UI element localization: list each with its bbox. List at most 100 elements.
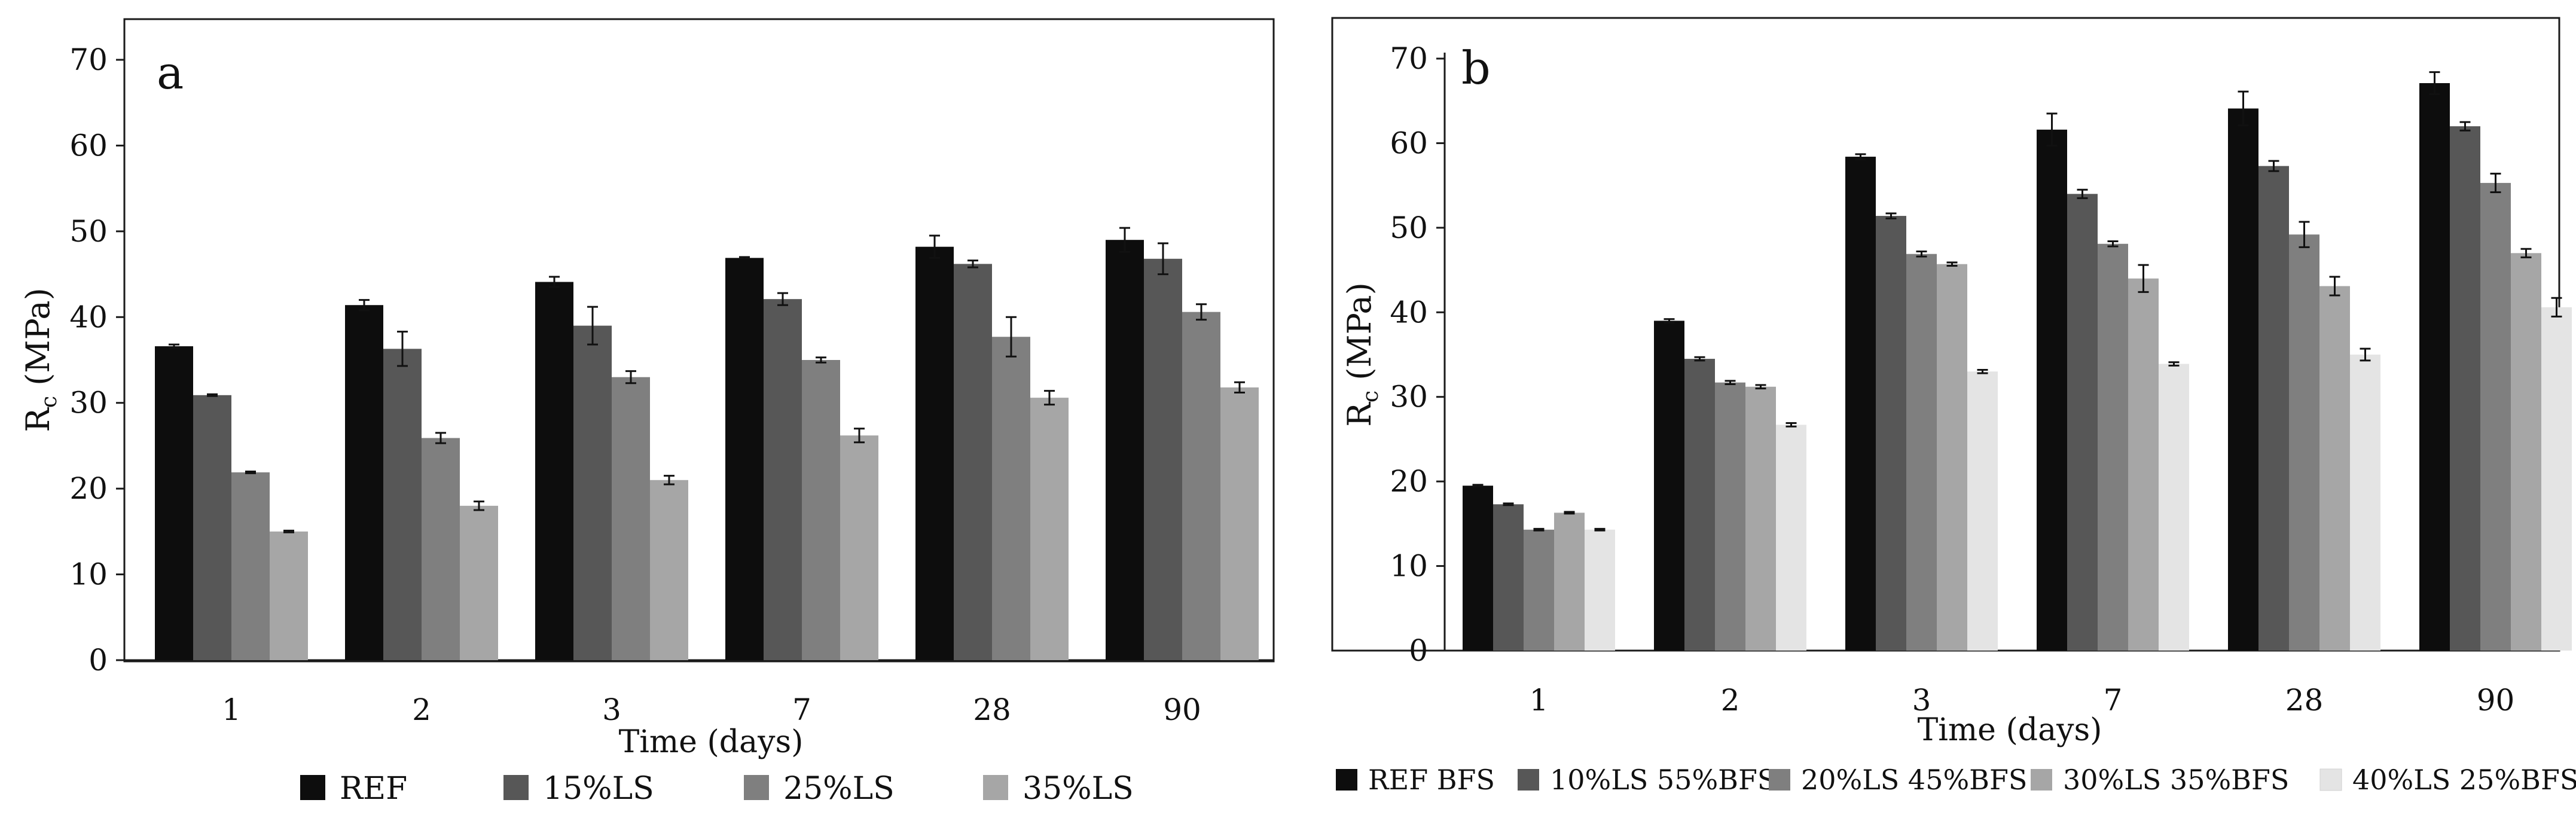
panel-a-bar	[573, 325, 612, 660]
panel-a-y-axis-label: Rc (MPa)	[19, 288, 62, 432]
panel-a-bar	[345, 305, 383, 661]
panel-b-bar	[1715, 382, 1745, 651]
panel-b-bar	[1937, 264, 1967, 651]
panel-a-x-tick-label: 3	[602, 692, 621, 727]
panel-a-y-tick-label: 40	[69, 300, 108, 334]
panel-a-legend-item: 35%LS	[983, 771, 1134, 807]
panel-a-y-tick-label: 60	[69, 128, 108, 163]
panel-b-bar	[1554, 512, 1585, 651]
panel-a-legend-swatch	[744, 775, 769, 800]
panel-b-y-axis-label: Rc (MPa)	[1341, 282, 1383, 427]
panel-a-bar	[1220, 387, 1259, 660]
panel-a-legend-label: 25%LS	[783, 771, 895, 807]
panel-b-bar	[1463, 486, 1493, 651]
panel-a-y-tick-label: 50	[69, 214, 108, 249]
panel-a-bar	[460, 505, 498, 660]
panel-a-bar	[155, 346, 193, 660]
panel-a-y-tick-label: 0	[88, 643, 108, 677]
panel-b-y-tick-label: 10	[1390, 549, 1428, 584]
panel-b-bar	[1493, 504, 1524, 651]
panel-a-bar	[1030, 398, 1069, 660]
panel-b-bar	[2228, 108, 2258, 651]
panel-b-legend-swatch	[1518, 769, 1539, 791]
panel-a-bar	[992, 337, 1030, 660]
panel-a-x-axis-label: Time (days)	[619, 724, 804, 760]
panel-b-y-tick-label: 30	[1390, 380, 1428, 414]
panel-a-legend-label: 35%LS	[1023, 771, 1134, 807]
panel-b-bar	[2319, 286, 2350, 651]
panel-a-bar	[915, 246, 954, 660]
panel-a-bar	[1182, 312, 1220, 660]
panel-b-x-tick-label: 1	[1530, 683, 1549, 718]
panel-a-bar	[612, 377, 650, 660]
panel-a-bar	[802, 360, 840, 660]
panel-b-legend-item: 40%LS 25%BFS	[2319, 764, 2576, 796]
panel-b-y-tick-label: 70	[1390, 41, 1428, 76]
panel-b-bar	[1684, 359, 1715, 651]
panel-b-legend-item: 10%LS 55%BFS	[1518, 764, 1776, 796]
panel-a-legend: REF 15%LS 25%LS 35%LS	[300, 771, 1134, 807]
panel-a-bar	[1106, 240, 1144, 660]
panel-b-legend-swatch	[1336, 769, 1357, 791]
panel-b-legend-label: 10%LS 55%BFS	[1550, 764, 1776, 796]
panel-b-bar	[2350, 355, 2380, 651]
panel-a-x-tick-label: 7	[792, 692, 811, 727]
panel-b-x-tick-label: 90	[2477, 683, 2515, 718]
panel-b-legend-label: 30%LS 35%BFS	[2063, 764, 2289, 796]
panel-b-legend-label: 40%LS 25%BFS	[2352, 764, 2576, 796]
panel-b-bar	[2098, 243, 2128, 651]
panel-a-bar	[193, 395, 231, 660]
panel-b-bar	[1776, 425, 1806, 651]
panel-b-bar	[1845, 157, 1876, 651]
panel-b-bar	[2541, 307, 2572, 651]
panel-b-legend-item: 20%LS 45%BFS	[1769, 764, 2027, 796]
panel-a-legend-item: REF	[300, 771, 407, 807]
panel-b-legend-item: REF BFS	[1336, 764, 1495, 796]
panel-a-bar	[840, 435, 878, 660]
panel-b-x-tick-label: 28	[2285, 683, 2324, 718]
panel-b-legend: REF BFS 10%LS 55%BFS 20%LS 45%BFS 30%LS 35%…	[1336, 764, 2576, 796]
panel-b-legend-swatch	[1769, 769, 1790, 791]
panel-b-bar	[1906, 254, 1937, 651]
panel-b-bar	[1524, 529, 1554, 651]
panel-b-bar	[2480, 182, 2511, 651]
panel-a-y-tick-label: 70	[69, 42, 108, 77]
panel-b-x-tick-label: 7	[2104, 683, 2123, 718]
panel-b-bar	[1654, 321, 1684, 651]
panel-a-legend-item: 15%LS	[503, 771, 654, 807]
panel-b-bar	[2511, 253, 2541, 651]
panel-b-bar	[1967, 371, 1998, 651]
panel-b-y-tick-label: 0	[1409, 633, 1428, 668]
panel-a-legend-swatch	[300, 775, 325, 800]
panel-b-bar	[2067, 194, 2098, 651]
panel-a-bar	[383, 349, 422, 660]
panel-b-legend-label: REF BFS	[1368, 764, 1495, 796]
panel-a-legend-swatch	[983, 775, 1008, 800]
panel-a-x-tick-label: 28	[973, 692, 1011, 727]
panel-b-legend-swatch	[2319, 768, 2342, 791]
panel-b-y-tick-label: 50	[1390, 210, 1428, 245]
panel-a-label: a	[157, 46, 184, 99]
panel-a-bar	[954, 264, 992, 660]
panel-b-y-tick-label: 20	[1390, 464, 1428, 499]
panel-a-x-tick-label: 2	[412, 692, 431, 727]
panel-a-bar	[535, 282, 573, 661]
panel-b-bar	[1876, 216, 1906, 651]
panel-a-x-tick-label: 1	[222, 692, 241, 727]
panel-b-bar	[2128, 278, 2159, 651]
panel-b-x-axis-label: Time (days)	[1918, 712, 2102, 748]
panel-a-y-tick-label: 10	[69, 557, 108, 592]
panel-b-bar	[2419, 83, 2450, 651]
panel-b-x-tick-label: 2	[1721, 683, 1740, 718]
panel-a-y-tick-label: 20	[69, 471, 108, 506]
panel-a-bar	[231, 472, 270, 660]
panel-a: 0 10 20 30 40 50 60 70 Rc (MPa) a 1 2 3 7 28 90 Time (da…	[19, 18, 1275, 807]
panel-a-legend-item: 25%LS	[744, 771, 895, 807]
panel-a-bar	[725, 258, 764, 660]
panel-b-y-tick-label: 60	[1390, 126, 1428, 160]
panel-b-label: b	[1461, 41, 1491, 94]
panel-a-legend-label: 15%LS	[543, 771, 654, 807]
panel-a-y-tick-label: 30	[69, 386, 108, 420]
